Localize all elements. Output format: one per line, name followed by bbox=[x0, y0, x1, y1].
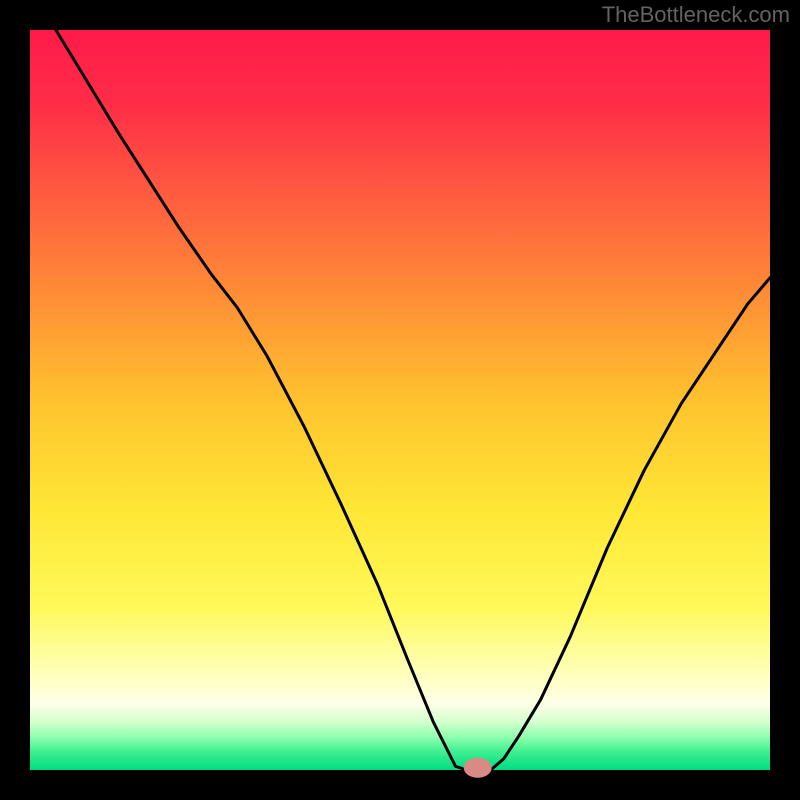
bottleneck-chart bbox=[0, 0, 800, 800]
plot-area bbox=[30, 30, 770, 770]
watermark-label: TheBottleneck.com bbox=[602, 2, 790, 28]
bottleneck-marker bbox=[464, 758, 492, 778]
chart-container: TheBottleneck.com bbox=[0, 0, 800, 800]
